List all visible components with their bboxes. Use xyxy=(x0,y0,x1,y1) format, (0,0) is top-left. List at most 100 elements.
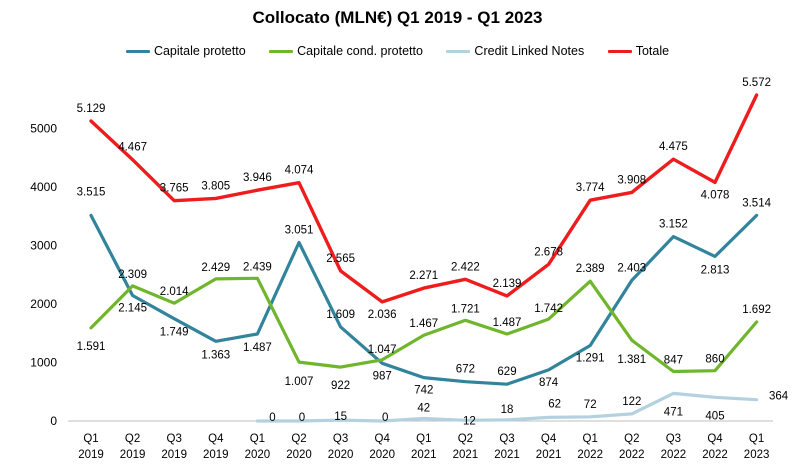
data-label-totale: 4.467 xyxy=(118,142,147,154)
data-label-credit-linked-notes: 42 xyxy=(417,403,430,415)
data-label-totale: 2.139 xyxy=(493,278,522,290)
x-tick-label: Q4 xyxy=(707,433,723,445)
data-label-capitale-cond-protetto: 2.309 xyxy=(118,269,147,281)
data-label-capitale-cond-protetto: 1.742 xyxy=(534,303,563,315)
x-tick-label: Q2 xyxy=(458,433,473,445)
data-label-totale: 3.805 xyxy=(201,180,230,192)
data-label-credit-linked-notes: 0 xyxy=(382,412,388,424)
data-label-totale: 2.678 xyxy=(534,246,563,258)
x-tick-label: Q1 xyxy=(83,433,98,445)
data-label-capitale-cond-protetto: 2.429 xyxy=(201,262,230,274)
legend-item-capitale-cond-protetto: Capitale cond. protetto xyxy=(269,44,423,58)
data-label-capitale-cond-protetto: 1.007 xyxy=(285,376,314,388)
data-label-capitale-protetto: 2.145 xyxy=(118,303,147,315)
data-label-capitale-cond-protetto: 1.721 xyxy=(451,303,480,315)
y-tick-label: 4000 xyxy=(30,180,57,194)
y-tick-label: 0 xyxy=(50,414,57,428)
line-totale xyxy=(89,93,759,304)
data-label-capitale-cond-protetto: 922 xyxy=(331,380,350,392)
y-tick-label: 1000 xyxy=(30,356,57,370)
data-label-capitale-protetto: 629 xyxy=(497,366,516,378)
x-tick-label: Q3 xyxy=(333,433,348,445)
legend-item-capitale-protetto: Capitale protetto xyxy=(125,44,246,58)
chart-legend: Capitale protetto Capitale cond. protett… xyxy=(0,44,795,58)
data-label-totale: 2.271 xyxy=(409,270,438,282)
data-label-totale: 5.129 xyxy=(77,103,106,115)
x-tick-label: 2020 xyxy=(369,449,395,461)
data-label-totale: 4.074 xyxy=(285,165,314,177)
x-tick-label: 2021 xyxy=(494,449,520,461)
x-tick-label: Q3 xyxy=(499,433,514,445)
data-label-totale: 2.565 xyxy=(326,253,355,265)
x-tick-label: 2022 xyxy=(577,449,603,461)
data-label-capitale-cond-protetto: 1.467 xyxy=(409,318,438,330)
x-tick-label: 2022 xyxy=(619,449,645,461)
chart-title: Collocato (MLN€) Q1 2019 - Q1 2023 xyxy=(252,8,543,27)
data-label-capitale-protetto: 2.403 xyxy=(617,262,646,274)
data-label-totale: 5.572 xyxy=(742,77,771,89)
x-tick-label: Q3 xyxy=(167,433,182,445)
x-tick-label: 2021 xyxy=(536,449,562,461)
x-tick-label: Q2 xyxy=(125,433,140,445)
data-label-capitale-protetto: 2.813 xyxy=(701,264,730,276)
data-label-credit-linked-notes: 72 xyxy=(584,399,597,411)
x-tick-label: Q4 xyxy=(375,433,391,445)
data-label-credit-linked-notes: 364 xyxy=(769,391,789,403)
line-capitale-protetto xyxy=(89,213,759,386)
data-label-totale: 2.422 xyxy=(451,261,480,273)
legend-label: Capitale protetto xyxy=(153,44,246,58)
legend-swatch xyxy=(125,50,150,54)
legend-label: Capitale cond. protetto xyxy=(297,44,423,58)
legend-item-credit-linked-notes: Credit Linked Notes xyxy=(446,44,584,58)
data-label-totale: 4.475 xyxy=(659,141,688,153)
data-label-capitale-protetto: 742 xyxy=(414,385,433,397)
x-tick-label: 2021 xyxy=(411,449,437,461)
x-tick-label: Q1 xyxy=(583,433,598,445)
data-label-credit-linked-notes: 12 xyxy=(463,415,476,427)
data-label-credit-linked-notes: 0 xyxy=(299,412,305,424)
x-tick-label: Q1 xyxy=(250,433,265,445)
legend-label: Credit Linked Notes xyxy=(474,44,585,58)
data-label-capitale-protetto: 3.051 xyxy=(285,225,314,237)
data-label-capitale-cond-protetto: 1.381 xyxy=(617,354,646,366)
data-label-capitale-cond-protetto: 1.487 xyxy=(493,317,522,329)
data-label-totale: 3.774 xyxy=(576,182,605,194)
data-label-capitale-protetto: 1.609 xyxy=(326,309,355,321)
data-label-capitale-protetto: 1.363 xyxy=(201,349,230,361)
data-label-capitale-cond-protetto: 2.014 xyxy=(160,286,189,298)
x-tick-label: 2019 xyxy=(120,449,146,461)
x-tick-label: 2019 xyxy=(203,449,229,461)
data-label-capitale-protetto: 3.515 xyxy=(77,186,106,198)
data-label-totale: 3.908 xyxy=(617,174,646,186)
legend-swatch xyxy=(607,50,632,54)
data-label-credit-linked-notes: 405 xyxy=(705,410,724,422)
legend-item-totale: Totale xyxy=(607,44,670,58)
data-label-credit-linked-notes: 122 xyxy=(622,396,641,408)
data-label-credit-linked-notes: 471 xyxy=(664,406,683,418)
data-label-capitale-protetto: 3.514 xyxy=(742,197,771,209)
data-label-totale: 2.036 xyxy=(368,309,397,321)
data-label-capitale-protetto: 987 xyxy=(373,370,392,382)
data-label-credit-linked-notes: 0 xyxy=(269,412,275,424)
x-tick-label: 2023 xyxy=(744,449,770,461)
line-credit-linked-notes xyxy=(255,391,759,423)
x-tick-label: 2022 xyxy=(702,449,728,461)
x-tick-label: 2020 xyxy=(286,449,312,461)
x-tick-label: Q4 xyxy=(208,433,224,445)
data-label-capitale-cond-protetto: 847 xyxy=(664,354,683,366)
data-label-capitale-protetto: 672 xyxy=(456,364,475,376)
data-label-capitale-protetto: 3.152 xyxy=(659,219,688,231)
data-label-totale: 4.078 xyxy=(701,189,730,201)
legend-swatch xyxy=(269,50,294,54)
legend-label: Totale xyxy=(635,44,670,58)
y-tick-label: 3000 xyxy=(30,239,57,253)
x-tick-label: 2019 xyxy=(78,449,104,461)
legend-swatch xyxy=(446,50,471,54)
x-tick-label: Q2 xyxy=(624,433,639,445)
x-tick-label: 2021 xyxy=(453,449,479,461)
data-label-capitale-cond-protetto: 1.692 xyxy=(742,304,771,316)
data-label-totale: 3.946 xyxy=(243,172,272,184)
y-tick-label: 2000 xyxy=(30,297,57,311)
x-tick-label: Q3 xyxy=(666,433,681,445)
